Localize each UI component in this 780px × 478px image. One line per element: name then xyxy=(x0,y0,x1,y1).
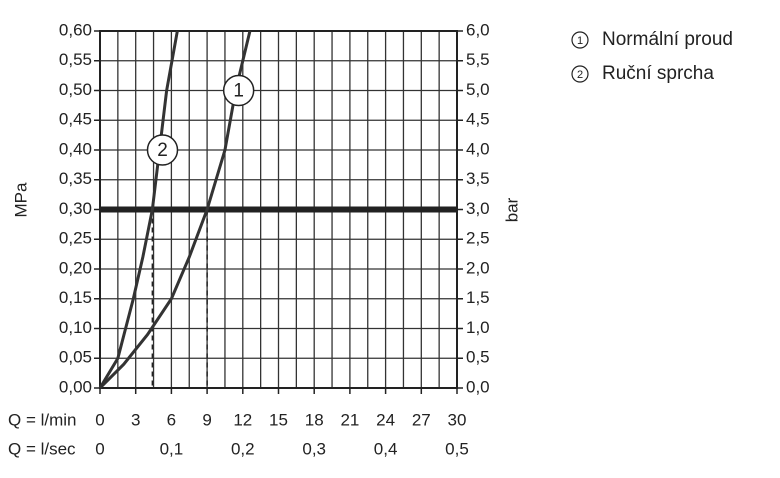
legend-circle xyxy=(571,31,589,49)
y-tick-label: 0,60 xyxy=(59,20,92,39)
curve-label: 1 xyxy=(233,81,244,102)
legend-number: 1 xyxy=(577,35,583,47)
x-tick-label: 30 xyxy=(448,410,467,429)
y-tick-label: 0,45 xyxy=(59,110,92,129)
y-tick-label: 0,00 xyxy=(59,377,92,396)
x-tick-label: 6 xyxy=(167,410,176,429)
x2-tick-label: 0,2 xyxy=(231,439,255,458)
y2-tick-label: 4,5 xyxy=(466,110,490,129)
y2-tick-label: 3,5 xyxy=(466,169,490,188)
y2-tick-label: 1,0 xyxy=(466,318,490,337)
x2-tick-label: 0,1 xyxy=(160,439,184,458)
curve xyxy=(98,30,252,390)
y-tick-label: 0,05 xyxy=(59,348,92,367)
y-tick-label: 0,10 xyxy=(59,318,92,337)
curve xyxy=(98,30,179,389)
y2-tick-label: 2,0 xyxy=(466,258,490,277)
y-tick-label: 0,15 xyxy=(59,288,92,307)
x-tick-label: 0 xyxy=(95,410,104,429)
y-tick-label: 0,20 xyxy=(59,258,92,277)
x-tick-label: 18 xyxy=(305,410,324,429)
x-tick-label: 12 xyxy=(233,410,252,429)
x2-tick-label: 0,3 xyxy=(302,439,326,458)
y2-tick-label: 4,0 xyxy=(466,139,490,158)
x2-tick-label: 0,4 xyxy=(374,439,398,458)
y-tick-label: 0,40 xyxy=(59,139,92,158)
y-tick-label: 0,25 xyxy=(59,229,92,248)
legend-number: 2 xyxy=(577,69,583,81)
y-tick-label: 0,30 xyxy=(59,199,92,218)
y2-tick-label: 5,5 xyxy=(466,50,490,69)
y2-tick-label: 0,0 xyxy=(466,377,490,396)
y2-tick-label: 1,5 xyxy=(466,288,490,307)
x2-tick-label: 0,5 xyxy=(445,439,469,458)
legend-circle xyxy=(571,65,589,83)
y2-tick-label: 6,0 xyxy=(466,20,490,39)
legend-entry: Normální proud xyxy=(602,29,733,50)
x-axis-label: Q = l/min xyxy=(8,410,77,429)
x-tick-label: 24 xyxy=(376,410,395,429)
y2-axis-label: bar xyxy=(502,197,521,222)
y-axis-label: MPa xyxy=(11,182,30,218)
y-tick-label: 0,55 xyxy=(59,50,92,69)
x2-tick-label: 0 xyxy=(95,439,104,458)
x2-axis-label: Q = l/sec xyxy=(8,439,76,458)
x-tick-label: 9 xyxy=(202,410,211,429)
legend-entry: Ruční sprcha xyxy=(602,63,714,84)
curve-label: 2 xyxy=(157,140,168,161)
x-tick-label: 15 xyxy=(269,410,288,429)
y-tick-label: 0,35 xyxy=(59,169,92,188)
x-tick-label: 3 xyxy=(131,410,140,429)
y2-tick-label: 2,5 xyxy=(466,229,490,248)
x-tick-label: 21 xyxy=(340,410,359,429)
y2-tick-label: 0,5 xyxy=(466,348,490,367)
x-tick-label: 27 xyxy=(412,410,431,429)
curve-label-circle xyxy=(146,134,179,166)
y2-tick-label: 3,0 xyxy=(466,199,490,218)
y-tick-label: 0,50 xyxy=(59,80,92,99)
curve-label-circle xyxy=(222,74,255,107)
y2-tick-label: 5,0 xyxy=(466,80,490,99)
